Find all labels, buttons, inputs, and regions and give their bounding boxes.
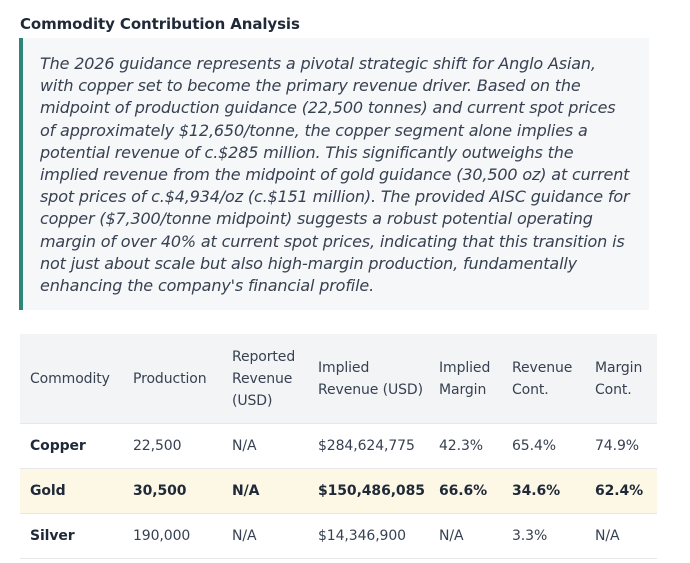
cell-revenue-cont: 65.4%	[502, 423, 585, 469]
section-title: Commodity Contribution Analysis	[20, 15, 300, 33]
cell-commodity: Copper	[20, 423, 123, 469]
header-implied-revenue: Implied Revenue (USD)	[308, 334, 429, 424]
header-revenue-cont: Revenue Cont.	[502, 334, 585, 424]
cell-commodity: Gold	[20, 468, 123, 514]
cell-margin-cont: N/A	[585, 513, 657, 559]
cell-implied-margin: 66.6%	[429, 468, 502, 514]
cell-production: 190,000	[123, 513, 222, 559]
cell-implied-revenue: $14,346,900	[308, 513, 429, 559]
cell-margin-cont: 62.4%	[585, 468, 657, 514]
cell-revenue-cont: 3.3%	[502, 513, 585, 559]
table-row: Silver 190,000 N/A $14,346,900 N/A 3.3% …	[20, 513, 657, 559]
cell-revenue-cont: 34.6%	[502, 468, 585, 514]
header-implied-margin: Implied Margin	[429, 334, 502, 424]
cell-reported-revenue: N/A	[222, 513, 308, 559]
cell-production: 30,500	[123, 468, 222, 514]
table-row-highlighted: Gold 30,500 N/A $150,486,085 66.6% 34.6%…	[20, 468, 657, 514]
cell-implied-margin: 42.3%	[429, 423, 502, 469]
commodity-table: Commodity Production Reported Revenue (U…	[20, 334, 657, 559]
table-header-row: Commodity Production Reported Revenue (U…	[20, 334, 657, 424]
cell-implied-margin: N/A	[429, 513, 502, 559]
cell-reported-revenue: N/A	[222, 468, 308, 514]
cell-implied-revenue: $284,624,775	[308, 423, 429, 469]
header-reported-revenue: Reported Revenue (USD)	[222, 334, 308, 424]
header-margin-cont: Margin Cont.	[585, 334, 657, 424]
cell-margin-cont: 74.9%	[585, 423, 657, 469]
table-row: Copper 22,500 N/A $284,624,775 42.3% 65.…	[20, 423, 657, 469]
header-commodity: Commodity	[20, 334, 123, 424]
cell-production: 22,500	[123, 423, 222, 469]
cell-implied-revenue: $150,486,085	[308, 468, 429, 514]
analysis-text: The 2026 guidance represents a pivotal s…	[40, 54, 630, 296]
cell-reported-revenue: N/A	[222, 423, 308, 469]
commodity-table-container: Commodity Production Reported Revenue (U…	[20, 334, 657, 559]
analysis-blockquote: The 2026 guidance represents a pivotal s…	[19, 38, 649, 310]
header-production: Production	[123, 334, 222, 424]
cell-commodity: Silver	[20, 513, 123, 559]
